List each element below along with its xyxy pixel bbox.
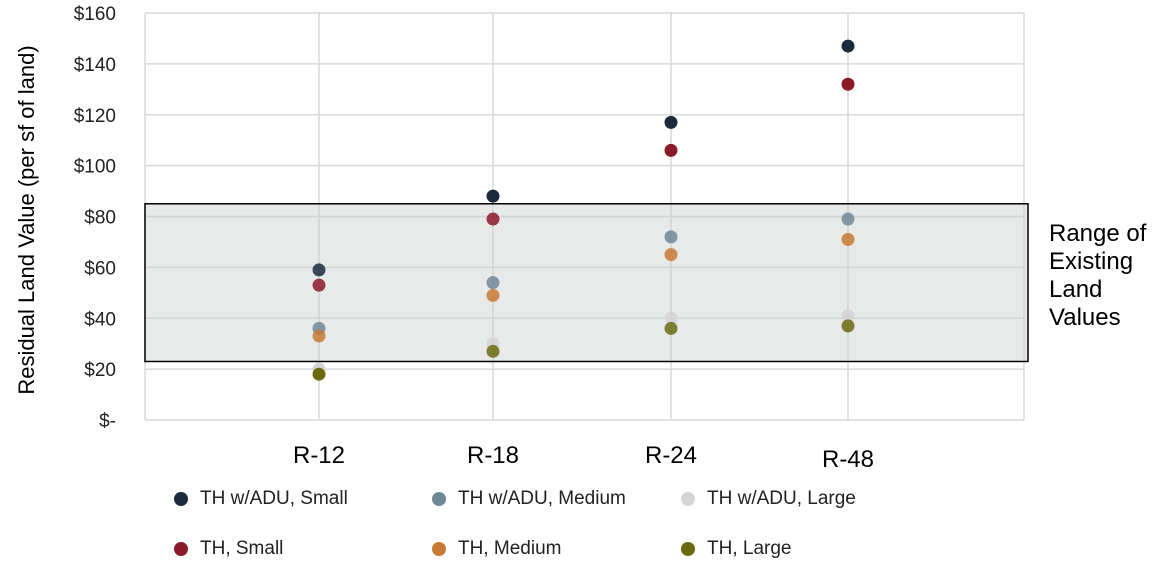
y-tick-label: $160 (74, 4, 116, 25)
data-point (664, 321, 678, 335)
data-point (486, 344, 500, 358)
legend-marker (681, 492, 695, 506)
y-tick-label: $- (99, 411, 116, 432)
x-category-label: R-24 (645, 442, 697, 469)
x-category-label: R-48 (822, 446, 874, 473)
y-tick-label: $100 (74, 157, 116, 178)
y-tick-label: $140 (74, 55, 116, 76)
legend-marker (681, 542, 695, 556)
data-points (312, 39, 855, 381)
band-label: Range of Existing Land Values (1049, 220, 1146, 332)
data-point (312, 329, 326, 343)
data-point (486, 189, 500, 203)
legend-item: TH, Small (174, 538, 283, 560)
data-point (841, 309, 855, 323)
x-axis-categories: R-12 R-18 R-24 R-48 (293, 442, 874, 473)
data-point (312, 367, 326, 381)
data-point (664, 230, 678, 244)
legend-label: TH w/ADU, Large (707, 488, 856, 509)
band-label-line-2: Existing (1049, 248, 1134, 275)
legend-marker (174, 542, 188, 556)
y-tick-label: $80 (84, 208, 116, 229)
band-label-line-3: Land (1049, 276, 1103, 303)
band-label-line-1: Range of (1049, 220, 1147, 247)
data-point (664, 143, 678, 157)
band-rect (144, 203, 1029, 363)
legend-item: TH w/ADU, Medium (432, 488, 626, 510)
legend-label: TH w/ADU, Medium (458, 488, 626, 509)
legend-label: TH, Medium (458, 538, 562, 559)
legend-marker (432, 492, 446, 506)
data-point (664, 248, 678, 262)
data-point (486, 212, 500, 226)
data-point (841, 232, 855, 246)
data-point (312, 263, 326, 277)
legend-label: TH, Large (707, 538, 792, 559)
legend-marker (432, 542, 446, 556)
data-point (841, 77, 855, 91)
existing-land-value-band (144, 203, 1029, 363)
legend-label: TH w/ADU, Small (200, 488, 348, 509)
band-label-line-4: Values (1049, 304, 1121, 331)
legend-label: TH, Small (200, 538, 284, 559)
data-point (486, 288, 500, 302)
legend-item: TH w/ADU, Small (174, 488, 348, 510)
legend-item: TH, Medium (432, 538, 561, 560)
data-point (841, 39, 855, 53)
x-category-label: R-18 (467, 442, 519, 469)
x-category-label: R-12 (293, 442, 345, 469)
y-tick-label: $60 (84, 258, 116, 279)
legend-marker (174, 492, 188, 506)
legend-item: TH, Large (681, 538, 791, 560)
data-point (664, 115, 678, 129)
legend-item: TH w/ADU, Large (681, 488, 856, 510)
y-axis-label: Residual Land Value (per sf of land) (14, 45, 39, 394)
y-tick-label: $20 (84, 360, 116, 381)
y-axis-ticks: $- $20 $40 $60 $80 $100 $120 $140 $160 (74, 4, 116, 432)
data-point (841, 319, 855, 333)
data-point (664, 311, 678, 325)
y-tick-label: $120 (74, 106, 116, 127)
data-point (841, 212, 855, 226)
y-tick-label: $40 (84, 309, 116, 330)
data-point (486, 276, 500, 290)
data-point (312, 278, 326, 292)
